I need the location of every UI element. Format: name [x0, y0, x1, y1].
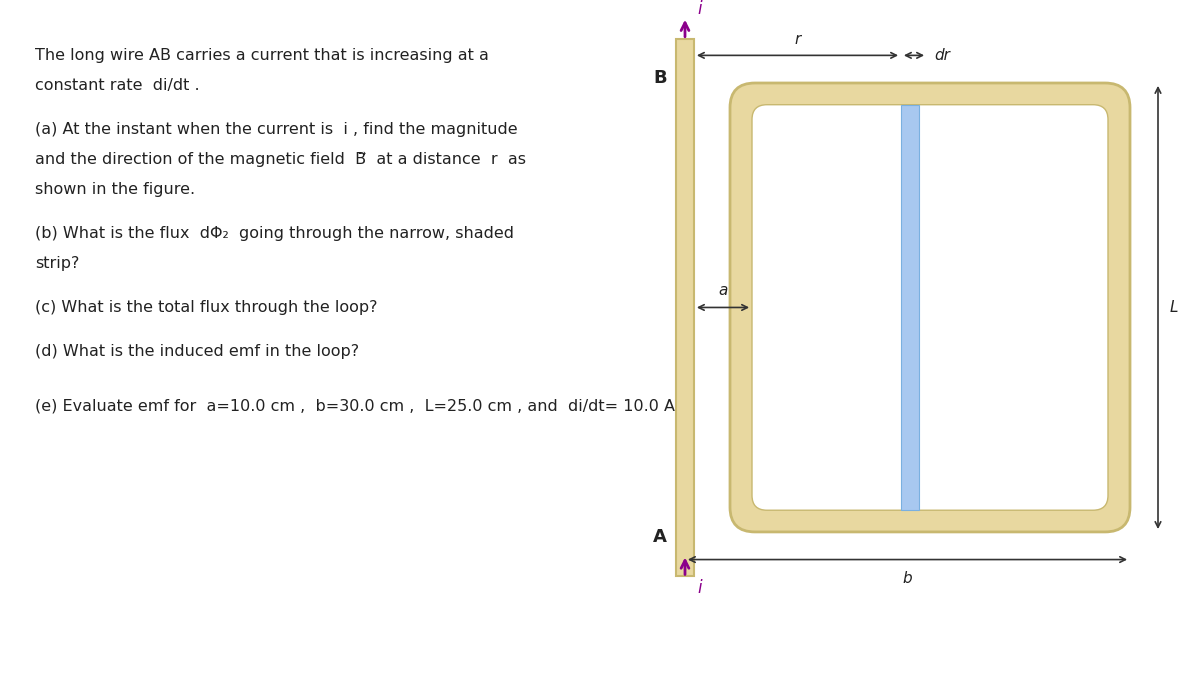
Text: B: B — [653, 69, 667, 87]
FancyBboxPatch shape — [752, 105, 1108, 510]
Text: i: i — [697, 0, 702, 18]
Text: dr: dr — [934, 48, 950, 63]
Text: i: i — [697, 579, 702, 597]
Text: The long wire AB carries a current that is increasing at a: The long wire AB carries a current that … — [35, 49, 488, 63]
Text: b: b — [902, 572, 912, 587]
Text: strip?: strip? — [35, 256, 79, 271]
Text: (e) Evaluate emf for  a=10.0 cm ,  b=30.0 cm ,  L=25.0 cm , and  di/dt= 10.0 A/s: (e) Evaluate emf for a=10.0 cm , b=30.0 … — [35, 399, 689, 414]
Text: shown in the figure.: shown in the figure. — [35, 182, 196, 196]
Text: and the direction of the magnetic field  B⃗  at a distance  r  as: and the direction of the magnetic field … — [35, 152, 526, 167]
Text: (b) What is the flux  dΦ₂  going through the narrow, shaded: (b) What is the flux dΦ₂ going through t… — [35, 226, 514, 241]
FancyBboxPatch shape — [730, 83, 1130, 532]
Text: (d) What is the induced emf in the loop?: (d) What is the induced emf in the loop? — [35, 344, 359, 360]
Text: L: L — [1170, 300, 1178, 315]
Text: r: r — [794, 32, 800, 47]
Bar — [901, 105, 919, 510]
Text: (c) What is the total flux through the loop?: (c) What is the total flux through the l… — [35, 300, 378, 315]
Bar — [676, 38, 694, 576]
Text: (a) At the instant when the current is  i , find the magnitude: (a) At the instant when the current is i… — [35, 122, 517, 138]
Text: constant rate  di/dt .: constant rate di/dt . — [35, 78, 199, 93]
Text: a: a — [719, 283, 727, 298]
Text: A: A — [653, 528, 667, 546]
